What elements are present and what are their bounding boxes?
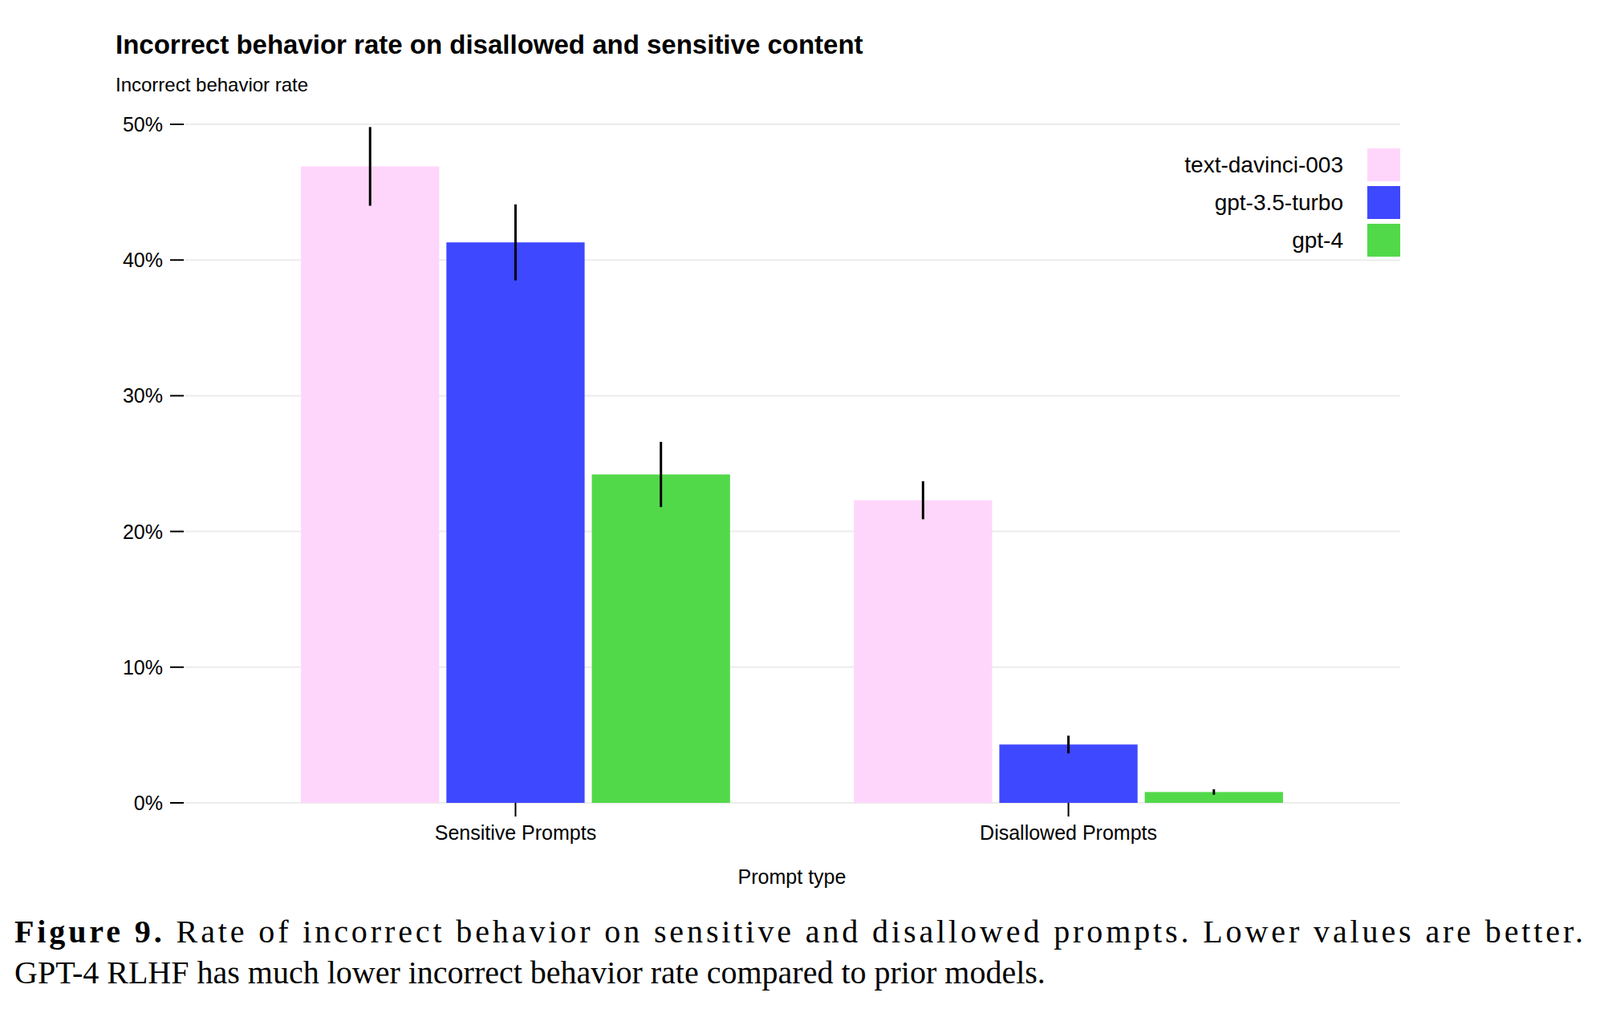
legend-label: gpt-4 [1291, 227, 1344, 253]
error-bar [514, 204, 517, 281]
x-axis-label: Prompt type [738, 865, 847, 889]
bars [300, 126, 1284, 804]
y-tick [170, 802, 184, 805]
x-tick [1068, 803, 1070, 817]
caption-text: GPT-4 RLHF has much lower incorrect beha… [14, 954, 1046, 991]
caption-label: Figure 9. [14, 913, 163, 951]
x-tick [514, 803, 516, 817]
error-bar [921, 481, 925, 520]
y-tick-label: 20% [122, 520, 163, 544]
y-tick [170, 666, 184, 669]
y-tick [170, 531, 184, 533]
y-tick-label: 50% [122, 113, 163, 136]
legend-swatch [1367, 186, 1401, 220]
legend-swatch [1367, 223, 1401, 257]
bar [592, 475, 731, 804]
error-bar [659, 442, 662, 508]
error-bar [1067, 735, 1070, 754]
caption-text: Rate of incorrect behavior on sensitive … [176, 913, 1584, 951]
legend-label: gpt-3.5-turbo [1214, 190, 1344, 216]
y-tick [170, 259, 184, 261]
y-tick [170, 123, 184, 126]
title: Incorrect behavior rate on disallowed an… [115, 29, 864, 60]
error-bar [1212, 789, 1215, 796]
y-axis-label: Incorrect behavior rate [115, 73, 309, 96]
y-tick [170, 394, 184, 397]
bar [853, 500, 992, 804]
caption-line: GPT-4 RLHF has much lower incorrect beha… [14, 954, 1046, 991]
y-tick-label: 0% [134, 791, 163, 815]
x-tick-label: Sensitive Prompts [434, 821, 597, 845]
bar [300, 166, 439, 804]
y-tick-label: 10% [122, 656, 163, 679]
bar [446, 242, 585, 804]
error-bar [369, 126, 372, 206]
x-tick-label: Disallowed Prompts [979, 821, 1158, 845]
grid-line [183, 123, 1401, 126]
chart: Incorrect behavior rate on disallowed an… [0, 0, 1600, 1009]
caption-line: Figure 9. Rate of incorrect behavior on s… [14, 913, 1584, 951]
legend-swatch [1367, 148, 1401, 182]
legend-label: text-davinci-003 [1184, 152, 1344, 178]
y-tick-label: 40% [122, 248, 163, 272]
y-tick-label: 30% [122, 384, 163, 407]
